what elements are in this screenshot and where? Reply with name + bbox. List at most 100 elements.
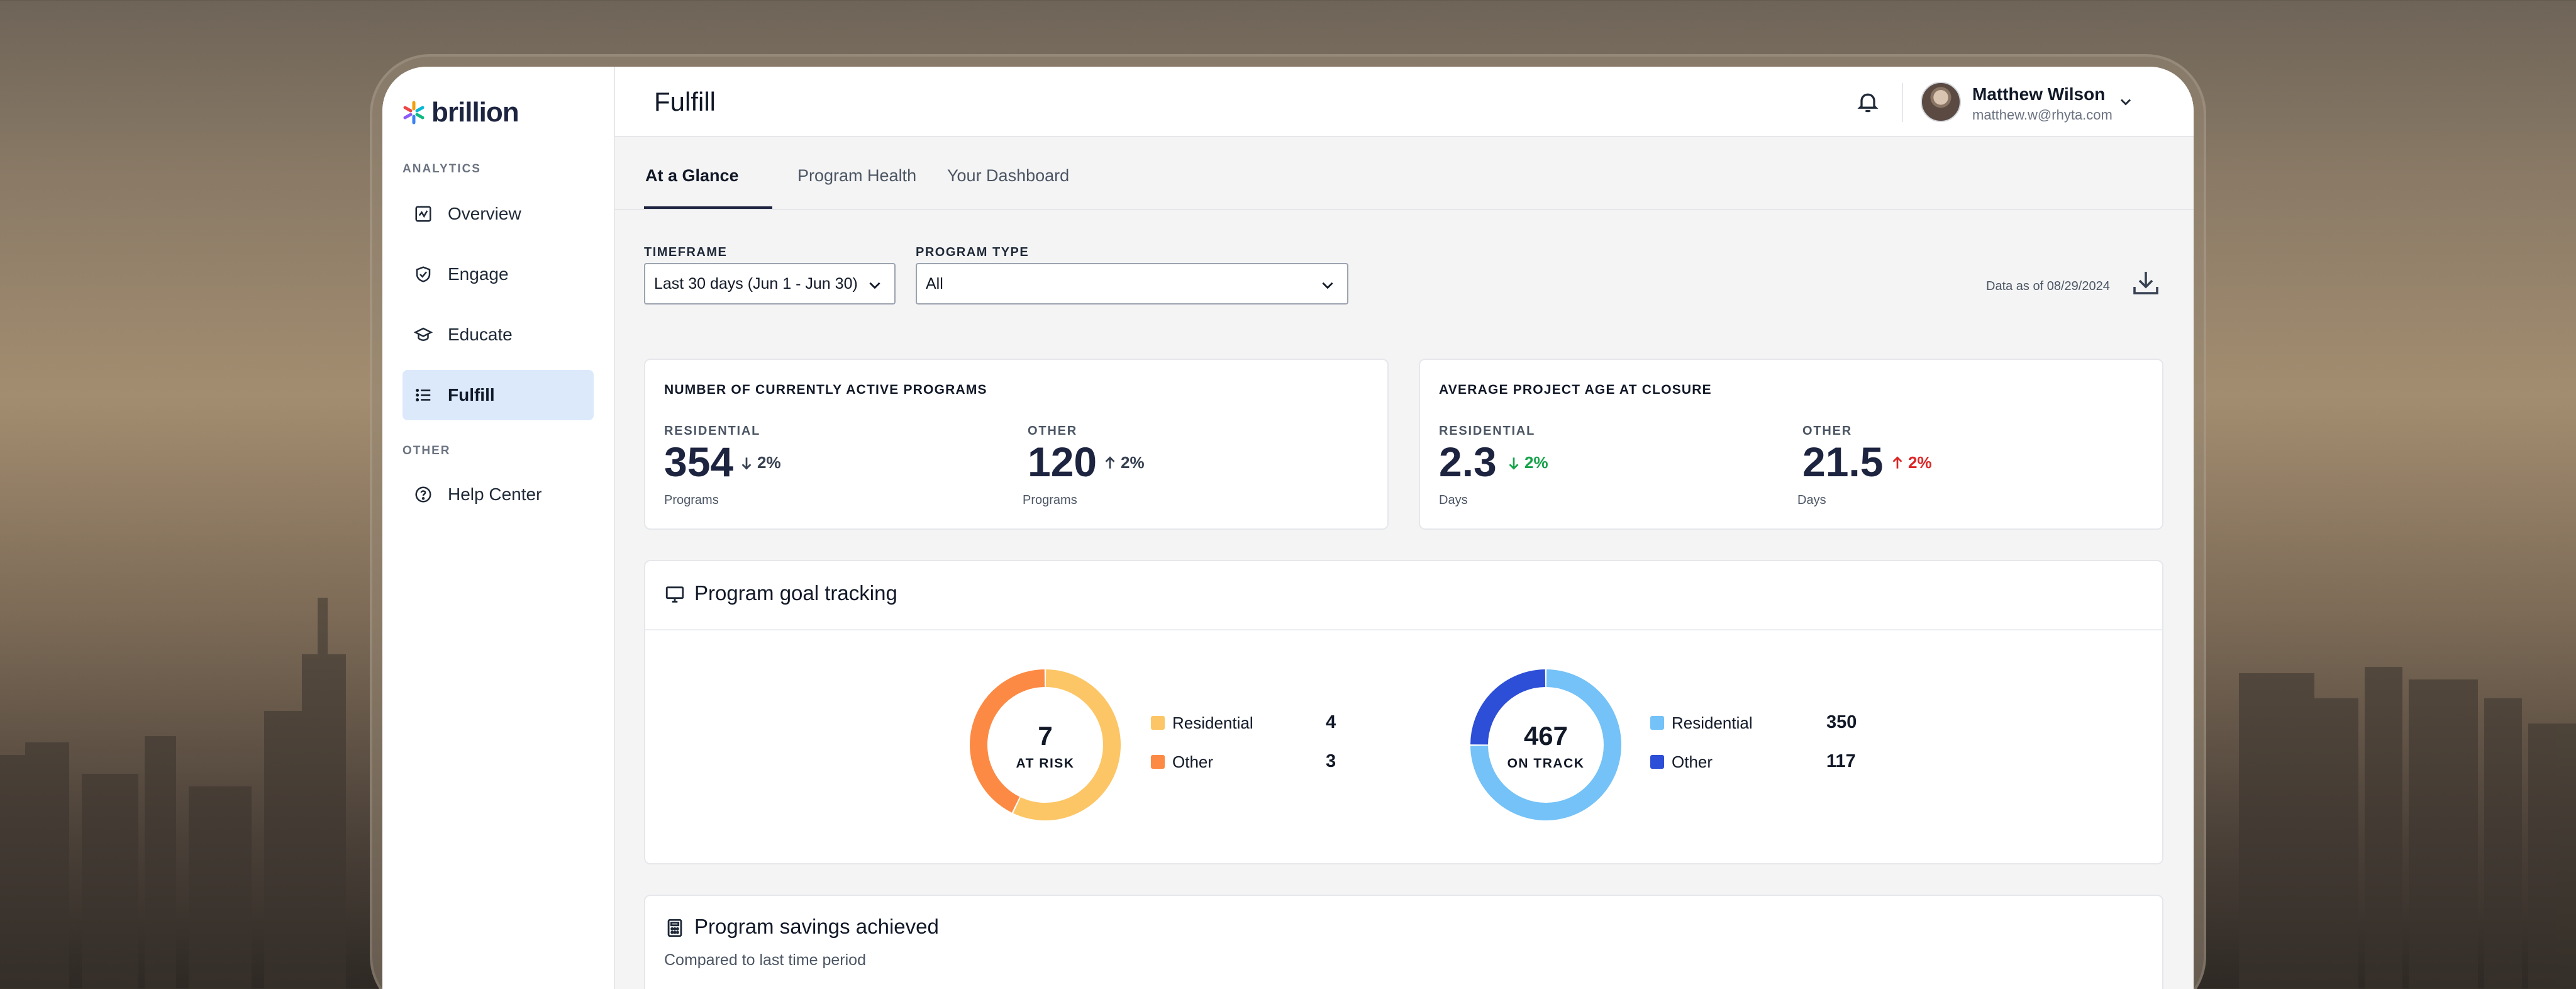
legend-value-residential: 350 <box>1826 712 1857 732</box>
user-name[interactable]: Matthew Wilson <box>1972 84 2106 104</box>
metric-value-other: 21.5 <box>1802 439 1884 485</box>
metric-unit-other: Days <box>1797 493 1826 507</box>
metric-unit-residential: Days <box>1439 493 1468 507</box>
sidebar-item-label: Educate <box>448 325 513 344</box>
tab-program-health[interactable]: Program Health <box>797 166 917 185</box>
active-programs-card: NUMBER OF CURRENTLY ACTIVE PROGRAMS RESI… <box>644 359 1389 530</box>
header-divider <box>1902 83 1903 122</box>
program-type-value: All <box>926 274 943 293</box>
metric-change-other: 2% <box>1889 453 1932 472</box>
page-title: Fulfill <box>654 87 716 116</box>
legend-label-residential: Residential <box>1672 713 1753 732</box>
brand-name: brillion <box>431 97 519 128</box>
graduation-cap-icon <box>414 327 433 342</box>
arrow-down-icon <box>1509 457 1519 470</box>
sidebar-item-label: Overview <box>448 204 521 223</box>
donut-slice-residential[interactable] <box>1013 669 1121 820</box>
section-subtitle: Compared to last time period <box>664 951 866 969</box>
handshake-icon <box>416 266 431 282</box>
legend-value-residential: 4 <box>1326 712 1336 732</box>
card-title: AVERAGE PROJECT AGE AT CLOSURE <box>1439 383 1712 397</box>
on-track-donut-chart <box>1470 669 1621 820</box>
legend-swatch-residential <box>1151 716 1165 730</box>
program-type-select[interactable]: All <box>916 263 1348 305</box>
chevron-down-icon <box>869 282 880 289</box>
metric-label-residential: RESIDENTIAL <box>664 424 761 438</box>
metric-label-other: OTHER <box>1028 424 1077 438</box>
arrow-up-icon <box>1892 455 1902 469</box>
sidebar: brillion ANALYTICS Overview Engage Educa… <box>382 67 615 989</box>
at-risk-label: AT RISK <box>1016 756 1075 771</box>
section-title: Program savings achieved <box>694 915 939 938</box>
metric-value-other: 120 <box>1028 439 1097 485</box>
sidebar-item-fulfill[interactable]: Fulfill <box>402 370 594 420</box>
donut-slice-residential[interactable] <box>1470 669 1621 820</box>
metric-change-other: 2% <box>1102 453 1145 472</box>
program-type-label: PROGRAM TYPE <box>916 245 1030 259</box>
on-track-total: 467 <box>1523 721 1568 751</box>
chevron-down-icon <box>1322 282 1333 289</box>
metric-label-other: OTHER <box>1802 424 1852 438</box>
section-title: Program goal tracking <box>694 581 897 605</box>
brillion-star-icon <box>403 101 425 125</box>
app-window: brillion ANALYTICS Overview Engage Educa… <box>382 67 2194 989</box>
sidebar-item-educate[interactable]: Educate <box>402 310 594 360</box>
savings-card: Program savings achieved Compared to las… <box>644 895 2163 989</box>
active-tab-indicator <box>644 206 772 209</box>
legend-value-other: 117 <box>1826 751 1856 771</box>
data-as-of: Data as of 08/29/2024 <box>1986 279 2110 293</box>
metric-value-residential: 354 <box>664 439 734 485</box>
section-divider <box>645 629 2162 630</box>
brand-logo[interactable]: brillion <box>401 97 519 128</box>
legend-value-other: 3 <box>1326 751 1336 771</box>
sidebar-section-other: OTHER <box>402 444 451 457</box>
sidebar-item-help-center[interactable]: Help Center <box>402 469 594 520</box>
download-icon[interactable] <box>2131 268 2161 298</box>
checklist-icon <box>416 389 431 401</box>
metric-label-residential: RESIDENTIAL <box>1439 424 1536 438</box>
metric-change-residential: 2% <box>738 453 781 472</box>
timeframe-label: TIMEFRAME <box>644 245 728 259</box>
monitor-icon <box>665 586 684 603</box>
sidebar-item-engage[interactable]: Engage <box>402 249 594 299</box>
at-risk-donut-chart <box>970 669 1121 820</box>
timeframe-value: Last 30 days (Jun 1 - Jun 30) <box>654 274 858 293</box>
top-header: Fulfill Matthew Wilson matthew.w@rhyta.c… <box>615 67 2194 137</box>
sidebar-item-label: Engage <box>448 264 509 284</box>
chevron-down-icon[interactable] <box>2117 93 2135 111</box>
donut-slice-other[interactable] <box>1470 669 1546 745</box>
sidebar-section-analytics: ANALYTICS <box>402 162 481 176</box>
notification-bell-icon[interactable] <box>1855 89 1880 115</box>
calculator-icon <box>667 919 682 937</box>
legend-label-other: Other <box>1672 752 1713 771</box>
legend-swatch-other <box>1151 755 1165 769</box>
at-risk-total: 7 <box>1038 721 1053 751</box>
legend-swatch-other <box>1650 755 1664 769</box>
tab-at-a-glance[interactable]: At a Glance <box>645 166 739 185</box>
project-age-card: AVERAGE PROJECT AGE AT CLOSURE RESIDENTI… <box>1419 359 2163 530</box>
sidebar-item-label: Fulfill <box>448 385 495 405</box>
arrow-up-icon <box>1105 455 1115 469</box>
legend-label-other: Other <box>1172 752 1214 771</box>
sidebar-item-overview[interactable]: Overview <box>402 189 594 239</box>
on-track-label: ON TRACK <box>1507 756 1585 771</box>
tab-bar: At a Glance Program Health Your Dashboar… <box>615 137 2194 210</box>
goal-tracking-card: Program goal tracking 7 AT RISK Resident… <box>644 560 2163 864</box>
timeframe-select[interactable]: Last 30 days (Jun 1 - Jun 30) <box>644 263 896 305</box>
avatar[interactable] <box>1921 82 1961 122</box>
metric-change-residential: 2% <box>1506 453 1548 472</box>
help-circle-icon <box>415 486 431 503</box>
metric-unit-residential: Programs <box>664 493 719 507</box>
donut-slice-other[interactable] <box>970 669 1045 813</box>
tab-your-dashboard[interactable]: Your Dashboard <box>947 166 1070 185</box>
arrow-down-icon <box>741 457 752 470</box>
user-email: matthew.w@rhyta.com <box>1972 107 2112 123</box>
metric-unit-other: Programs <box>1023 493 1077 507</box>
activity-chart-icon <box>415 206 431 222</box>
sidebar-item-label: Help Center <box>448 484 542 504</box>
card-title: NUMBER OF CURRENTLY ACTIVE PROGRAMS <box>664 383 987 397</box>
metric-value-residential: 2.3 <box>1439 439 1497 485</box>
legend-label-residential: Residential <box>1172 713 1253 732</box>
legend-swatch-residential <box>1650 716 1664 730</box>
